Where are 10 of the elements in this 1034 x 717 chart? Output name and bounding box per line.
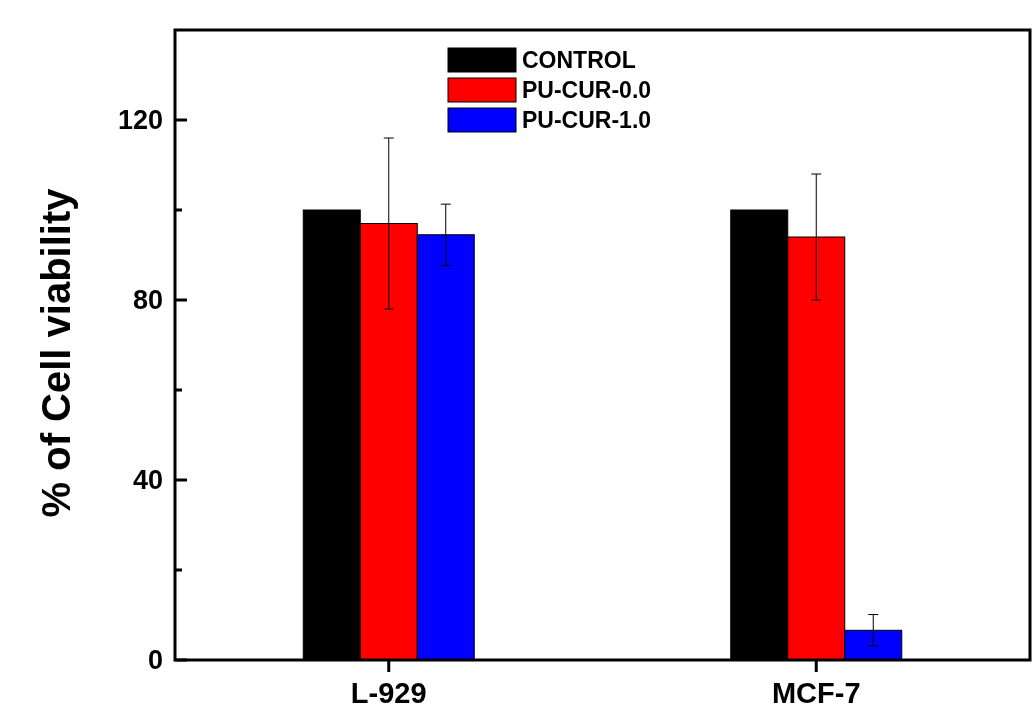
legend-label: PU-CUR-1.0: [522, 107, 652, 134]
y-tick-label: 80: [132, 285, 163, 316]
legend-label: CONTROL: [522, 47, 636, 74]
legend-label: PU-CUR-0.0: [522, 77, 652, 104]
y-tick-label: 0: [147, 645, 163, 676]
y-tick-label: 40: [132, 465, 163, 496]
x-tick-label: L-929: [350, 677, 427, 709]
y-axis-title: % of Cell viability: [34, 187, 78, 518]
x-tick-label: MCF-7: [771, 677, 861, 709]
y-tick-label: 120: [117, 105, 163, 136]
